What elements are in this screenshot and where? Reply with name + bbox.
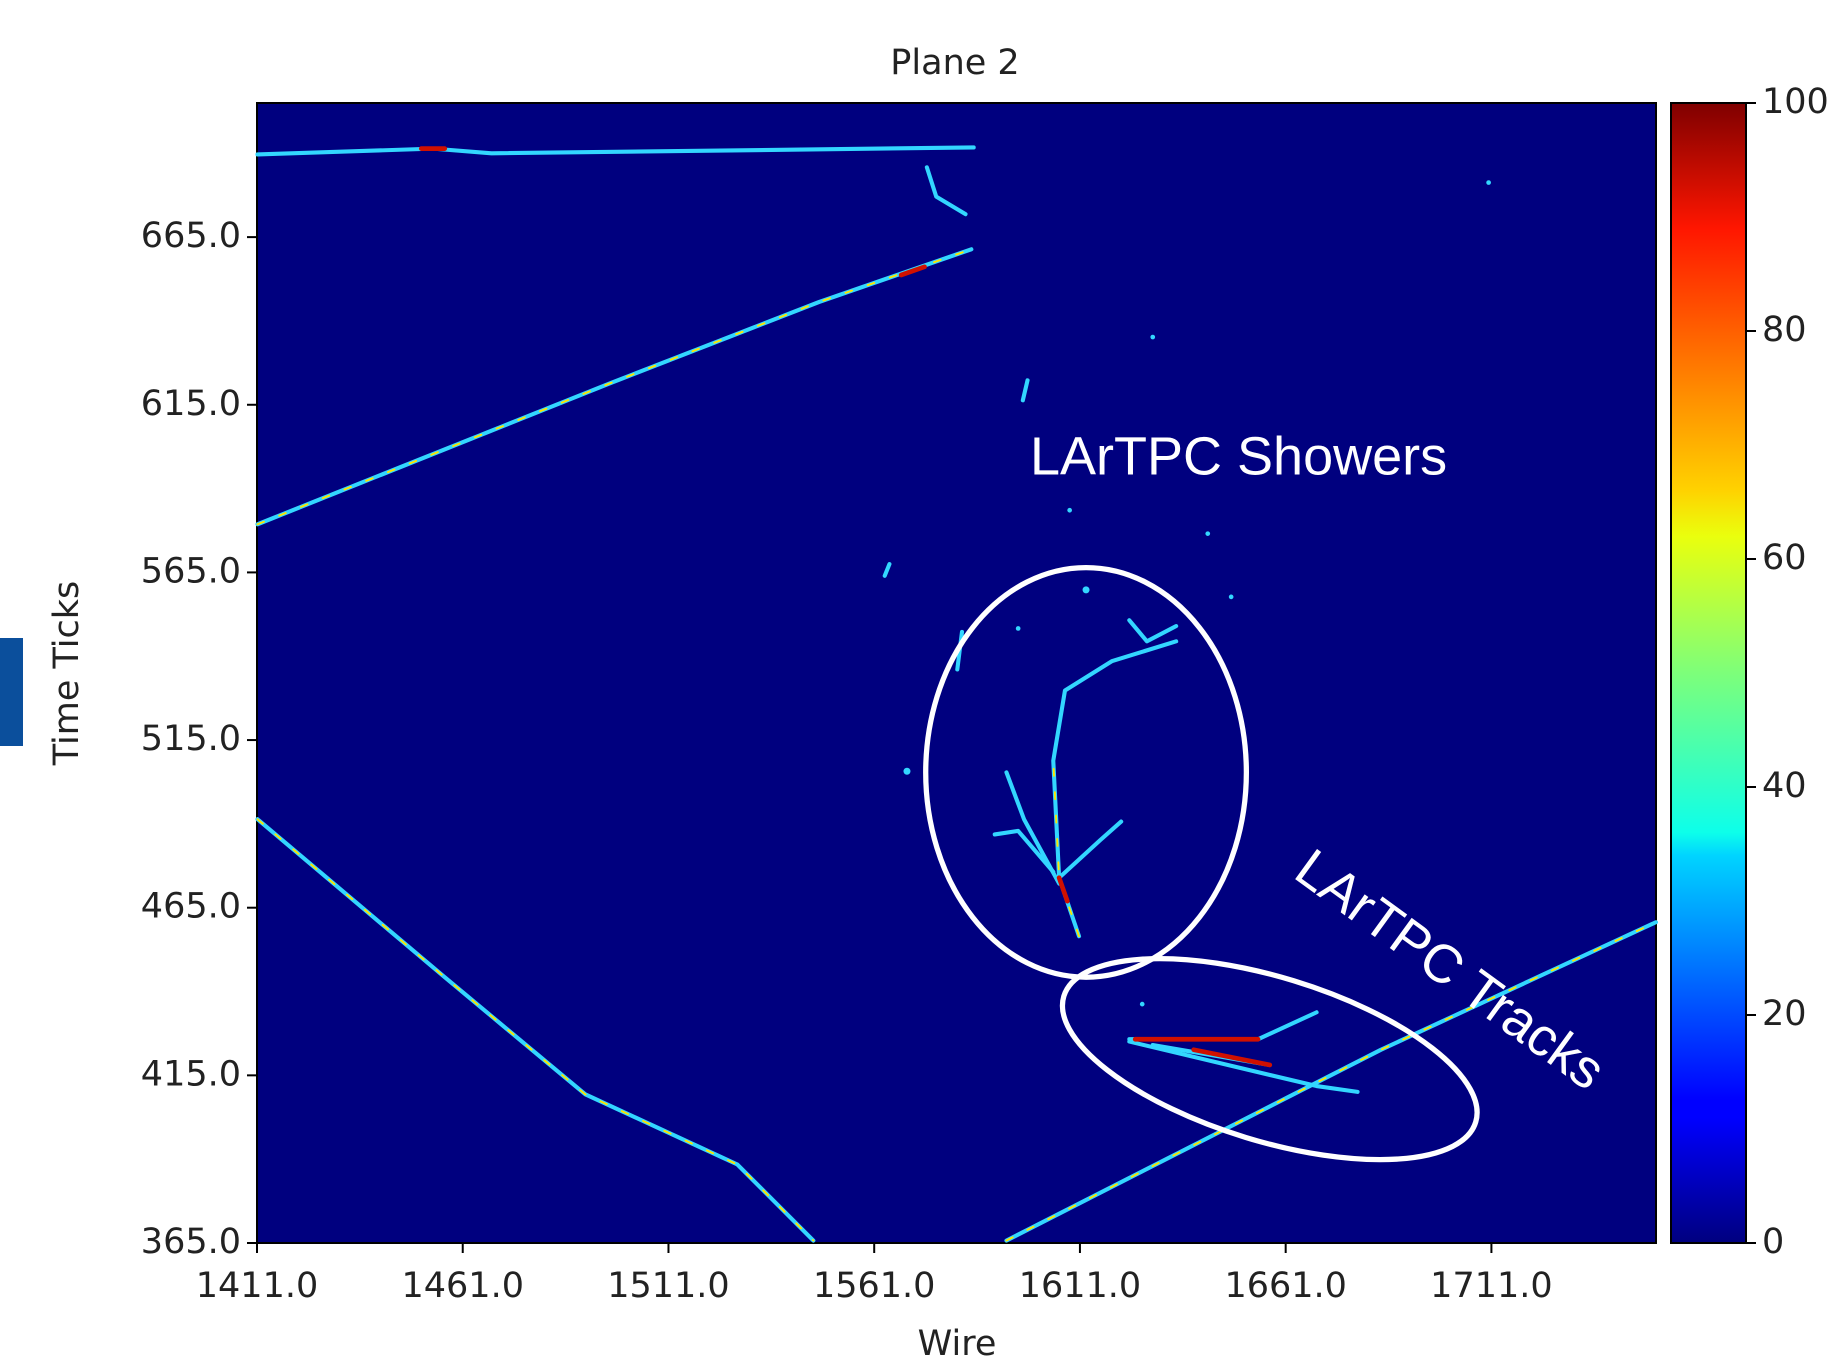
x-axis-label: Wire: [918, 1324, 997, 1356]
side-marker: [0, 638, 23, 746]
colorbar-tick-label: 20: [1762, 994, 1807, 1034]
colorbar-tick-label: 60: [1762, 538, 1807, 578]
y-tick-label: 665.0: [141, 216, 241, 256]
x-tick-label: 1611.0: [1019, 1266, 1141, 1306]
y-tick-label: 365.0: [141, 1222, 241, 1262]
colorbar-tick-label: 80: [1762, 310, 1807, 350]
colorbar: [1670, 102, 1747, 1244]
colorbar-tick-label: 40: [1762, 766, 1807, 806]
chart-title: Plane 2: [890, 43, 1019, 83]
x-tick-label: 1561.0: [813, 1266, 935, 1306]
colorbar-tick-label: 0: [1762, 1222, 1784, 1262]
x-tick-label: 1411.0: [196, 1266, 318, 1306]
y-axis-label: Time Ticks: [47, 581, 87, 767]
x-tick-label: 1461.0: [402, 1266, 524, 1306]
colorbar-tick-label: 100: [1762, 82, 1829, 122]
x-tick-label: 1661.0: [1224, 1266, 1346, 1306]
y-tick-label: 415.0: [141, 1054, 241, 1094]
y-tick-label: 515.0: [141, 719, 241, 759]
x-tick-label: 1711.0: [1430, 1266, 1552, 1306]
y-tick-label: 615.0: [141, 384, 241, 424]
event-tracks: [255, 145, 1659, 1243]
plot-area: [256, 102, 1657, 1244]
x-tick-label: 1511.0: [607, 1266, 729, 1306]
annotation-ellipses: [923, 564, 1480, 1163]
y-tick-label: 465.0: [141, 887, 241, 927]
y-tick-label: 565.0: [141, 551, 241, 591]
annotation: LArTPC Showers: [1030, 426, 1447, 486]
